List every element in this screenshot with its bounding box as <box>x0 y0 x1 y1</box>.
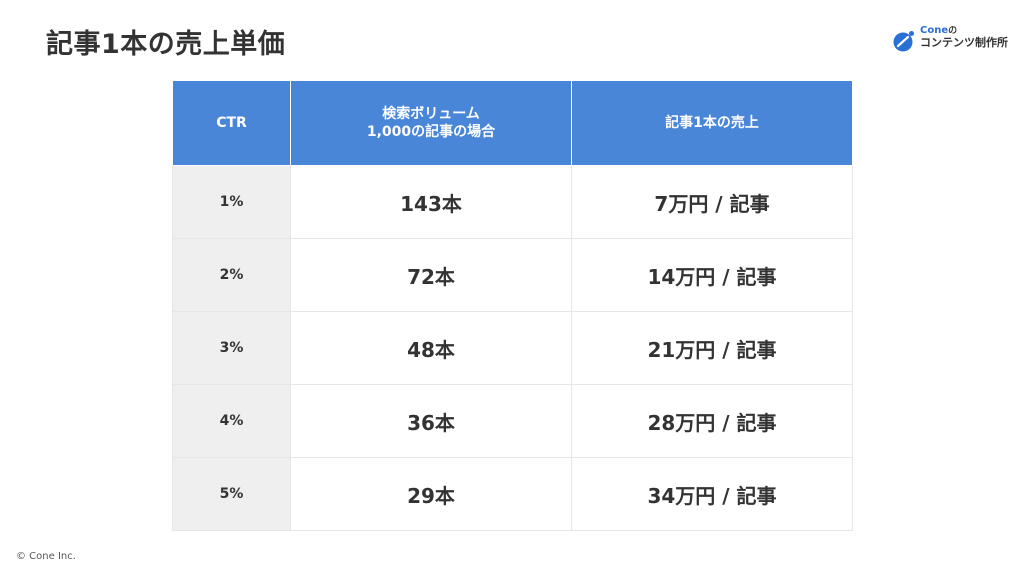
header-ctr: CTR <box>172 80 291 166</box>
header-article-count: 検索ボリューム 1,000の記事の場合 <box>290 80 572 166</box>
header-count-line2: 1,000の記事の場合 <box>366 124 496 140</box>
ctr-cell: 5% <box>172 457 291 531</box>
sales-cell: 14万円 / 記事 <box>571 238 853 312</box>
table-row: 3% 48本 21万円 / 記事 <box>172 311 853 385</box>
table-row: 2% 72本 14万円 / 記事 <box>172 238 853 312</box>
count-cell: 48本 <box>290 311 572 385</box>
table-row: 1% 143本 7万円 / 記事 <box>172 165 853 239</box>
table-row: 5% 29本 34万円 / 記事 <box>172 457 853 531</box>
ctr-cell: 4% <box>172 384 291 458</box>
copyright-text: © Cone Inc. <box>16 551 76 562</box>
table-header-row: CTR 検索ボリューム 1,000の記事の場合 記事1本の売上 <box>172 80 853 166</box>
logo-subtitle: コンテンツ制作所 <box>920 35 1008 49</box>
ctr-cell: 3% <box>172 311 291 385</box>
count-cell: 36本 <box>290 384 572 458</box>
ctr-cell: 2% <box>172 238 291 312</box>
table-row: 4% 36本 28万円 / 記事 <box>172 384 853 458</box>
ctr-cell: 1% <box>172 165 291 239</box>
header-sales: 記事1本の売上 <box>571 80 853 166</box>
sales-cell: 28万円 / 記事 <box>571 384 853 458</box>
logo-brand: Cone <box>920 25 949 36</box>
count-cell: 143本 <box>290 165 572 239</box>
sales-cell: 21万円 / 記事 <box>571 311 853 385</box>
cone-logo-icon <box>893 30 915 52</box>
company-logo: Coneの コンテンツ制作所 <box>893 25 1008 52</box>
sales-cell: 7万円 / 記事 <box>571 165 853 239</box>
count-cell: 29本 <box>290 457 572 531</box>
slide-title: 記事1本の売上単価 <box>46 29 286 60</box>
sales-cell: 34万円 / 記事 <box>571 457 853 531</box>
header-count-line1: 検索ボリューム <box>382 105 480 122</box>
sales-table: CTR 検索ボリューム 1,000の記事の場合 記事1本の売上 1% 143本 … <box>172 80 853 531</box>
count-cell: 72本 <box>290 238 572 312</box>
logo-brand-suffix: の <box>948 26 958 36</box>
